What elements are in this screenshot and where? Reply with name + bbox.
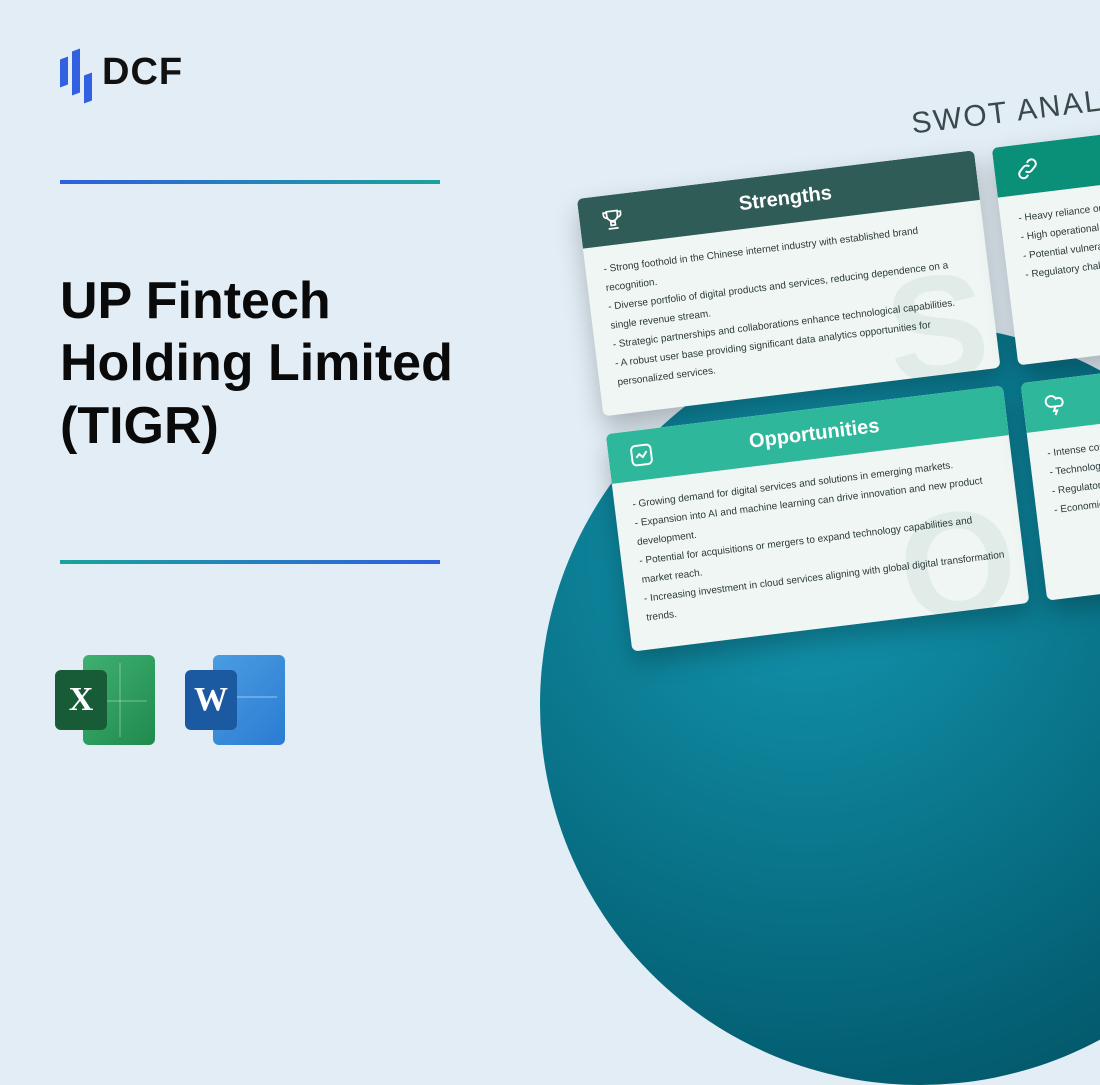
brand-logo-text: DCF [102,51,183,94]
swot-card-threats: Threats Intense competition Technologica… [1021,355,1100,600]
brand-logo: DCF [60,50,183,94]
excel-icon: X [55,650,155,750]
growth-icon [625,438,658,471]
file-format-icons: X W [55,650,285,750]
divider-top [60,180,440,184]
divider-bottom [60,560,440,564]
trophy-icon [596,203,629,236]
storm-icon [1040,387,1073,420]
excel-icon-letter: X [55,670,107,730]
link-icon [1011,152,1044,185]
swot-heading: SWOT ANALYSIS [910,75,1100,141]
word-icon-letter: W [185,670,237,730]
page-title: UP Fintech Holding Limited (TIGR) [60,270,480,457]
word-icon: W [185,650,285,750]
brand-logo-mark [60,50,92,94]
swot-analysis: SWOT ANALYSIS S Strengths Strong foothol… [577,120,1100,652]
swot-card-strengths: S Strengths Strong foothold in the Chine… [577,150,1001,416]
swot-card-weaknesses: Weaknesses Heavy reliance on the domesti… [992,120,1100,365]
